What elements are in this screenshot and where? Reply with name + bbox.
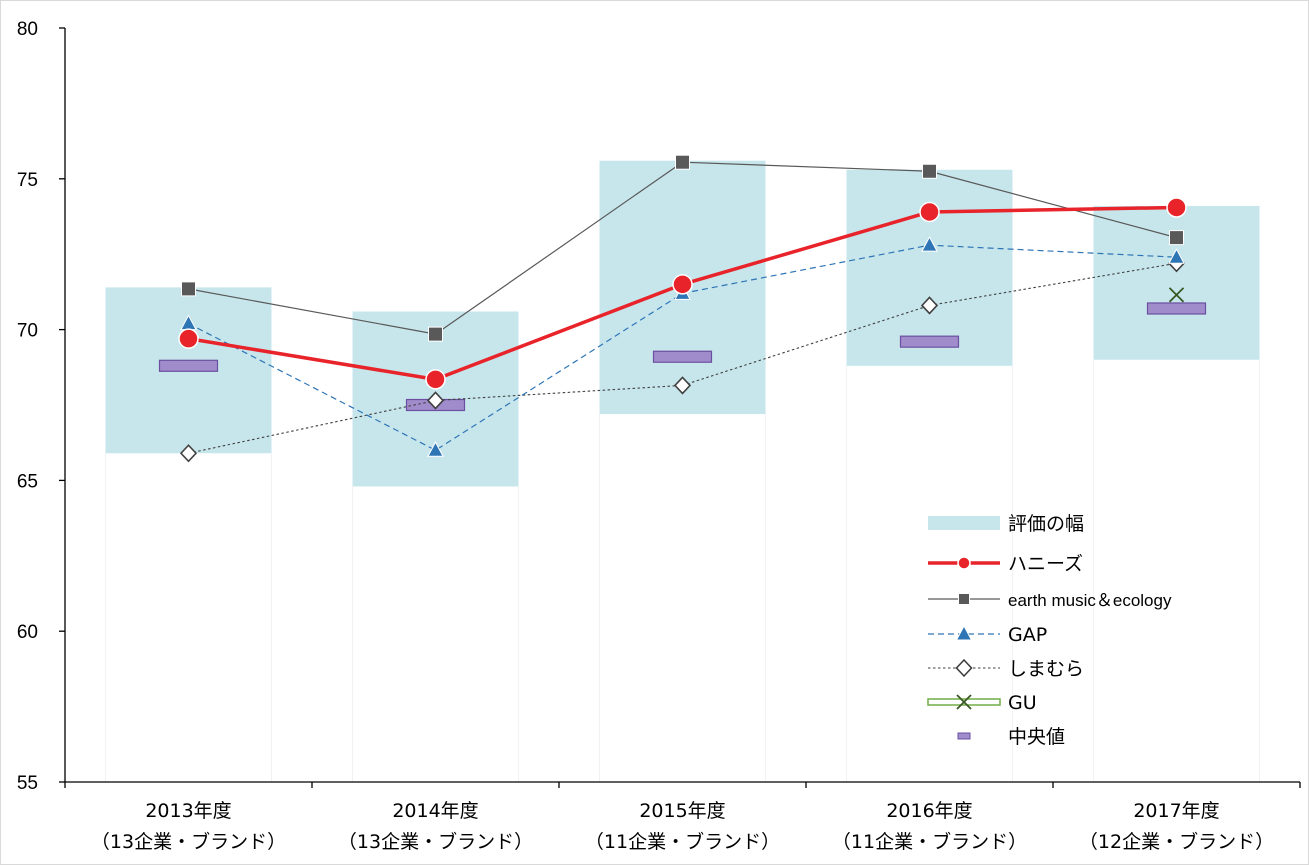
y-tick-label: 70 [17,321,38,342]
x-category-label: 2014年度 [392,800,478,822]
series-point [428,326,443,342]
range-bar [1093,205,1260,360]
legend-marker [956,694,972,710]
y-tick-label: 55 [17,773,38,794]
legend-range-swatch [928,516,1000,530]
legend-marker [958,593,970,605]
legend-series-label: GU [1008,692,1037,714]
legend-range-label: 評価の幅 [1008,513,1084,535]
series-point [178,328,199,349]
legend-marker [955,624,973,641]
series-point [921,236,938,252]
series-point [426,391,445,410]
legend-series-label: しまむら [1008,658,1084,680]
legend-median-swatch [957,732,971,740]
series-point [425,369,446,390]
series-lines [178,154,1187,463]
series-point [427,441,444,457]
x-category-label: 2013年度 [145,800,231,822]
legend-series-label: earth music＆ecology [1008,591,1172,610]
legend-series-label: ハニーズ [1008,553,1083,575]
x-category-sublabel: （11企業・ブランド） [832,830,1027,853]
series-point [672,274,693,295]
series-point [1168,287,1185,303]
x-category-sublabel: （13企業・ブランド） [91,830,286,853]
axes: 55 60 65 70 75 80 2013年度 （13企業・ブランド） 2014年度 （13企業… [17,19,1301,853]
x-category-sublabel: （11企業・ブランド） [585,830,780,853]
legend-marker [955,658,973,678]
legend-series-label: GAP [1008,624,1047,646]
x-category-sublabel: （13企業・ブランド） [338,830,533,853]
y-tick-label: 80 [17,19,38,40]
marker-stroke [956,694,972,710]
y-tick-label: 60 [17,622,38,643]
y-tick-label: 75 [17,170,38,191]
median-marker [1146,302,1207,315]
series-point [1166,197,1187,218]
series-point [919,201,940,223]
median-marker [899,335,960,348]
series-point [922,163,937,179]
series-point [675,154,690,170]
series-point [1168,248,1185,264]
x-category-label: 2017年度 [1133,800,1219,822]
x-category-sublabel: （12企業・ブランド） [1079,830,1274,853]
legend-marker [957,556,971,570]
x-category-label: 2016年度 [886,800,972,822]
series-point [920,296,939,315]
median-marker [158,359,219,372]
y-tick-label: 65 [17,471,38,492]
marker-stroke [1168,287,1185,303]
x-category-label: 2015年度 [639,800,725,822]
series-point [181,281,196,297]
median-marker [652,350,713,363]
legend-median-label: 中央値 [1008,726,1065,748]
series-point [179,444,198,463]
series-point [673,376,692,395]
series-point [1169,230,1184,246]
